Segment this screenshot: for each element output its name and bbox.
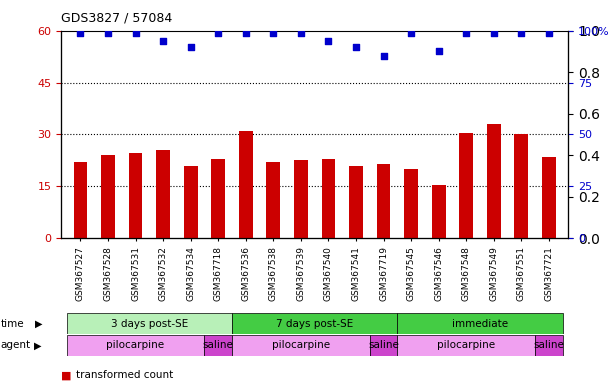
Bar — [232, 313, 397, 334]
Bar — [232, 335, 370, 356]
Point — [516, 30, 526, 36]
Text: ▶: ▶ — [34, 340, 41, 351]
Point — [461, 30, 471, 36]
Text: ■: ■ — [61, 370, 71, 380]
Text: GDS3827 / 57084: GDS3827 / 57084 — [61, 12, 172, 25]
Text: saline: saline — [533, 340, 565, 351]
Text: time: time — [1, 318, 24, 329]
Text: agent: agent — [1, 340, 31, 351]
Text: saline: saline — [203, 340, 233, 351]
Bar — [542, 157, 556, 238]
Bar — [370, 335, 397, 356]
Point — [241, 30, 251, 36]
Point — [434, 48, 444, 55]
Bar — [211, 159, 225, 238]
Point — [103, 30, 113, 36]
Bar — [294, 161, 308, 238]
Bar — [432, 185, 445, 238]
Bar — [156, 150, 170, 238]
Text: saline: saline — [368, 340, 399, 351]
Bar — [397, 335, 535, 356]
Point — [131, 30, 141, 36]
Bar — [349, 166, 363, 238]
Text: pilocarpine: pilocarpine — [272, 340, 330, 351]
Bar — [239, 131, 253, 238]
Point — [296, 30, 306, 36]
Text: ▶: ▶ — [35, 318, 42, 329]
Point — [268, 30, 278, 36]
Text: 3 days post-SE: 3 days post-SE — [111, 318, 188, 329]
Bar — [67, 335, 205, 356]
Text: transformed count: transformed count — [76, 370, 174, 380]
Bar — [184, 166, 197, 238]
Bar — [376, 164, 390, 238]
Text: 7 days post-SE: 7 days post-SE — [276, 318, 353, 329]
Bar — [101, 155, 115, 238]
Bar — [321, 159, 335, 238]
Point — [324, 38, 334, 44]
Text: immediate: immediate — [452, 318, 508, 329]
Text: pilocarpine: pilocarpine — [106, 340, 164, 351]
Point — [489, 30, 499, 36]
Point — [544, 30, 554, 36]
Bar — [73, 162, 87, 238]
Bar — [404, 169, 418, 238]
Point — [351, 44, 361, 50]
Point — [379, 53, 389, 59]
Point — [76, 30, 86, 36]
Bar — [535, 335, 563, 356]
Point — [213, 30, 223, 36]
Point — [406, 30, 416, 36]
Bar — [487, 124, 500, 238]
Bar — [397, 313, 563, 334]
Bar — [514, 134, 529, 238]
Bar — [266, 162, 280, 238]
Bar — [205, 335, 232, 356]
Bar — [129, 153, 142, 238]
Bar — [67, 313, 232, 334]
Text: pilocarpine: pilocarpine — [437, 340, 496, 351]
Bar — [459, 132, 473, 238]
Point — [158, 38, 168, 44]
Point — [186, 44, 196, 50]
